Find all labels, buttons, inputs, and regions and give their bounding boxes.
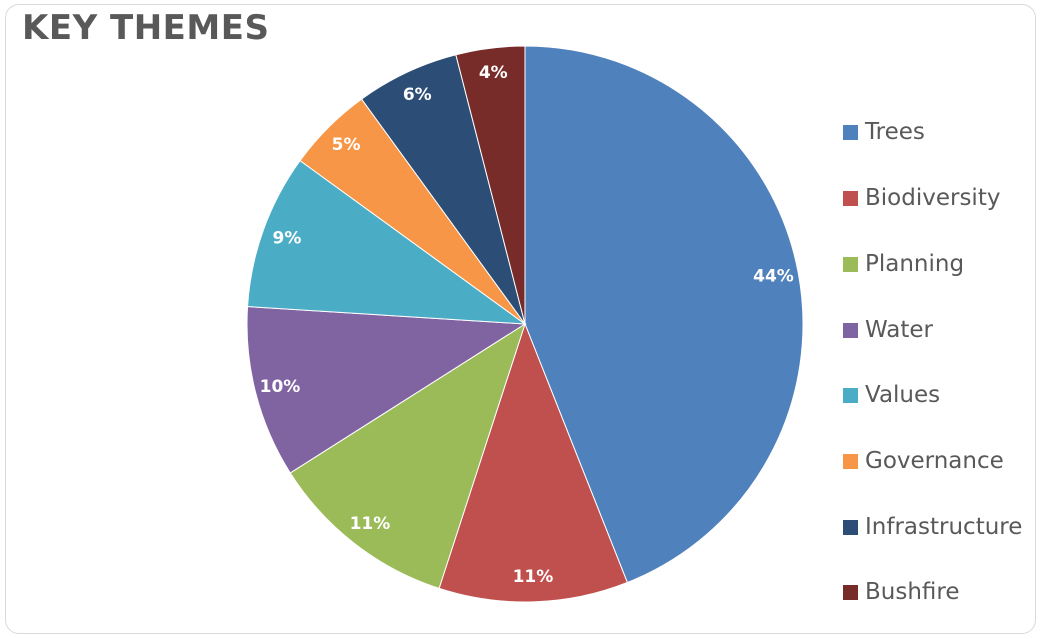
pie-slice-bushfire [455,45,526,325]
legend-item-bushfire: Bushfire [843,575,960,609]
data-label-bushfire: 4% [479,63,508,83]
pie-slice-trees [524,45,804,584]
legend-item-trees: Trees [843,115,925,149]
legend-swatch-biodiversity [843,190,858,206]
legend-label-infrastructure: Infrastructure [865,514,1023,540]
data-label-biodiversity: 11% [513,567,554,587]
legend-swatch-values [843,387,858,403]
legend-label-bushfire: Bushfire [865,579,960,605]
legend-item-planning: Planning [843,247,964,281]
legend-item-infrastructure: Infrastructure [843,510,1022,544]
legend-label-values: Values [865,382,941,408]
data-label-values: 9% [273,228,302,248]
legend-item-water: Water [843,313,933,347]
data-label-governance: 5% [332,135,361,155]
pie-slice-biodiversity [438,322,628,603]
legend-swatch-governance [843,453,858,469]
legend-label-biodiversity: Biodiversity [865,185,1001,211]
pie-slice-values [247,159,527,325]
chart-title: KEY THEMES [22,8,270,48]
legend-label-governance: Governance [865,448,1004,474]
legend-swatch-water [843,322,858,338]
data-label-infrastructure: 6% [403,85,432,105]
pie-slice-planning [289,322,526,590]
legend-label-planning: Planning [865,251,965,277]
legend-swatch-infrastructure [843,519,858,535]
legend-item-governance: Governance [843,444,1004,478]
legend-item-values: Values [843,378,940,412]
legend-swatch-trees [843,124,858,140]
legend-swatch-planning [843,256,858,272]
legend-label-water: Water [865,317,933,343]
data-label-planning: 11% [350,514,391,534]
data-label-trees: 44% [753,267,794,287]
legend-label-trees: Trees [865,119,925,145]
legend-swatch-bushfire [843,584,858,600]
pie-slice-water [246,306,527,474]
legend-item-biodiversity: Biodiversity [843,181,1000,215]
data-label-water: 10% [260,377,301,397]
